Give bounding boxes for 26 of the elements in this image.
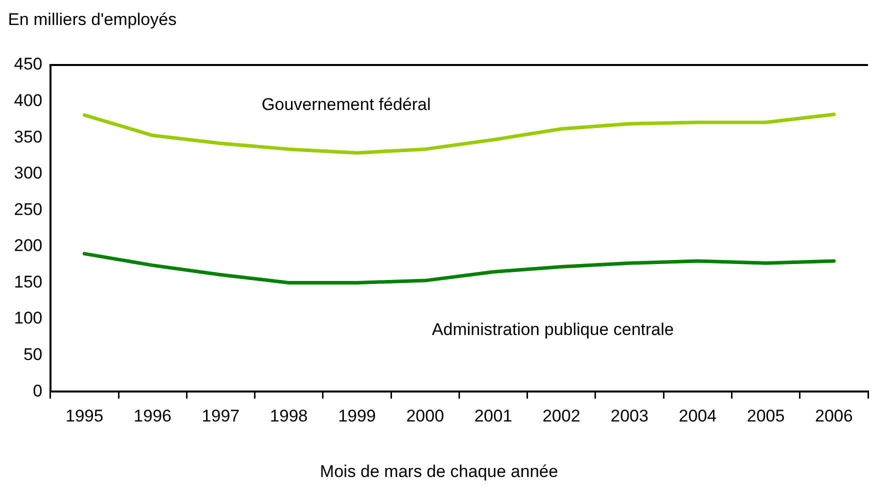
y-tick-label: 250 [14, 200, 42, 219]
y-tick-label: 0 [32, 381, 42, 400]
y-tick-label: 450 [14, 54, 42, 74]
x-tick-label: 2004 [678, 406, 717, 426]
y-tick-label: 100 [14, 308, 42, 328]
x-tick-label: 2000 [406, 406, 444, 426]
x-axis-title: Mois de mars de chaque année [318, 462, 560, 482]
x-tick-label: 2001 [474, 406, 512, 426]
y-tick-label: 150 [14, 272, 42, 292]
x-tick-label: 1997 [202, 406, 240, 426]
x-tick-label: 2006 [815, 406, 853, 426]
x-tick-label: 1999 [338, 406, 376, 426]
x-tick-label: 1998 [270, 406, 308, 426]
y-tick-label: 350 [14, 127, 42, 146]
x-tick-label: 2003 [610, 406, 648, 426]
x-tick-label: 1996 [134, 406, 172, 426]
x-tick-label: 2005 [746, 406, 785, 426]
x-tick-label: 1995 [66, 406, 104, 426]
series-label: Gouvernement fédéral [262, 95, 431, 114]
y-tick-label: 400 [14, 90, 42, 110]
y-tick-label: 300 [14, 164, 42, 183]
y-tick-label: 200 [14, 236, 42, 256]
x-tick-label: 2002 [542, 406, 580, 426]
text: Administration publique centrale [432, 320, 674, 340]
y-axis-title: En milliers d'employés [8, 10, 177, 30]
y-tick-label: 50 [23, 345, 42, 364]
